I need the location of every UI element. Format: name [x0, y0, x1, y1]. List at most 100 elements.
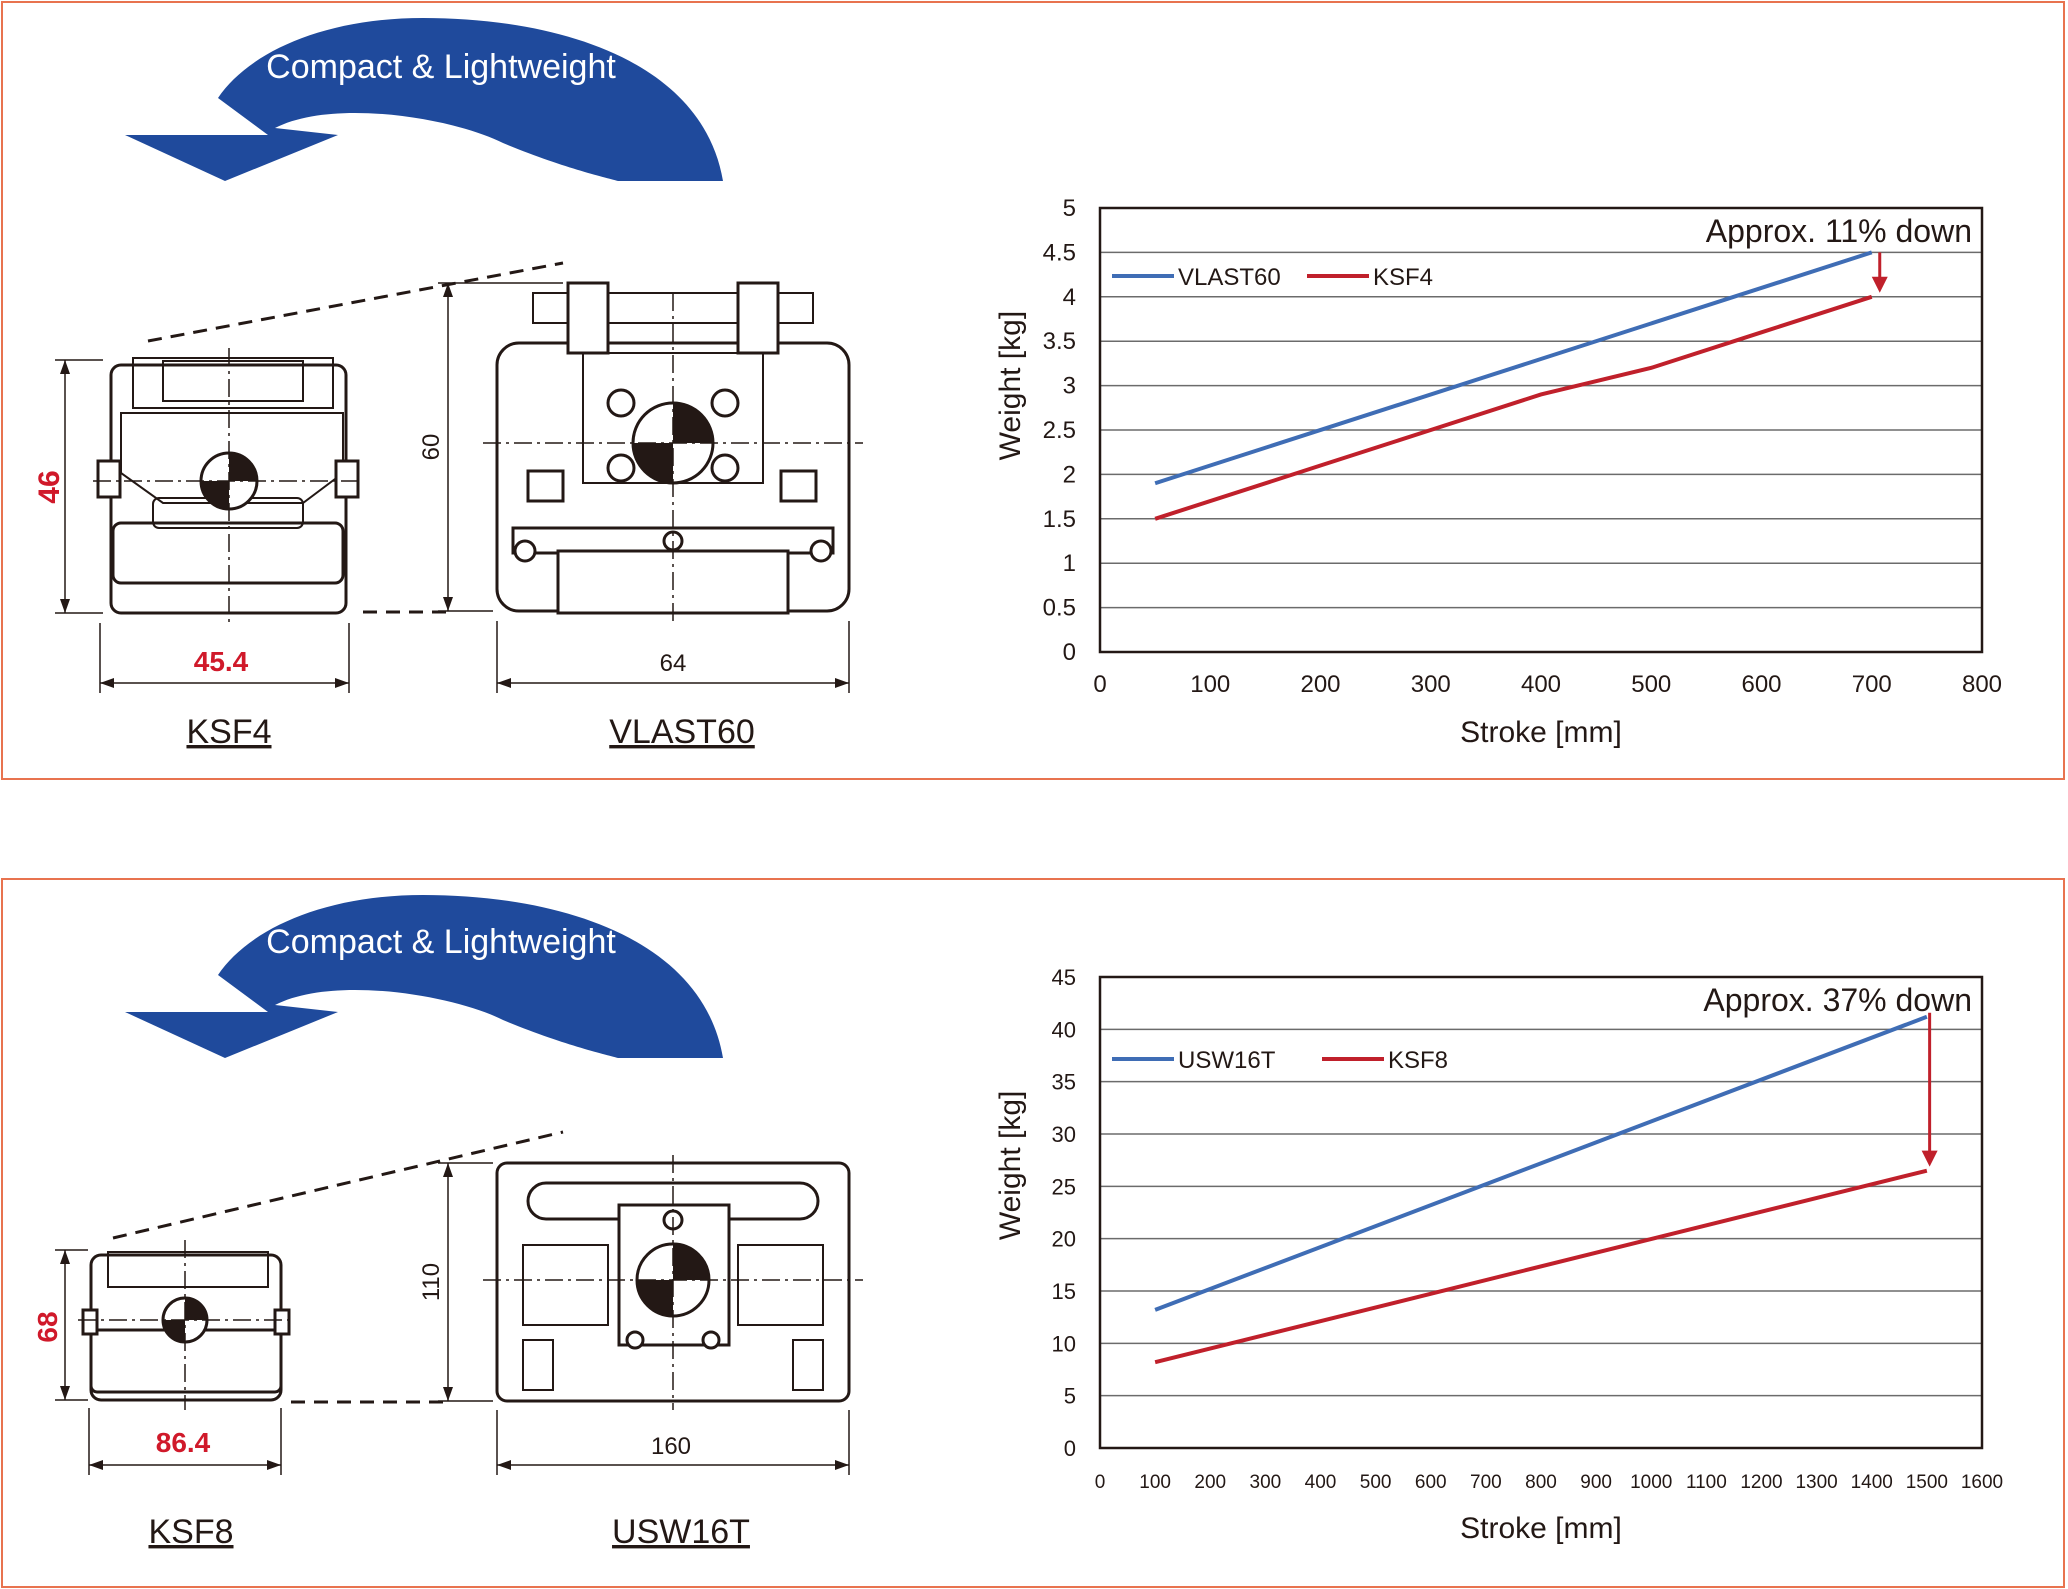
legend-entry: VLAST60	[1178, 264, 1281, 291]
ksf8-label: KSF8	[148, 1513, 233, 1551]
comparison-panel-ksf4-vlast60: Compact & Lightweight 46	[1, 1, 2065, 780]
usw16t-height-dimension: 110	[418, 1162, 493, 1402]
plot-frame	[1098, 206, 1984, 654]
weight-chart-bottom: 0 5 10 15 20 25 30 35 40 45 0 100 200 300 400 500 600 700…	[994, 965, 2003, 1545]
ksf4-drawing	[93, 348, 363, 623]
y-tick-label: 0	[1064, 1436, 1076, 1461]
x-tick-label: 600	[1415, 1472, 1447, 1493]
y-tick-label: 2.5	[1043, 417, 1076, 444]
x-tick-label: 700	[1852, 671, 1892, 698]
vlast60-width-dimension: 64	[496, 621, 850, 693]
vlast60-height-value: 60	[418, 434, 445, 461]
x-tick-label: 100	[1139, 1472, 1171, 1493]
compact-lightweight-arrow: Compact & Lightweight	[125, 895, 723, 1058]
y-tick-label: 4	[1063, 284, 1076, 311]
ksf8-height-dimension: 68	[32, 1249, 88, 1401]
x-tick-label: 300	[1411, 671, 1451, 698]
y-tick-label: 1	[1063, 550, 1076, 577]
x-tick-label: 1600	[1961, 1472, 2003, 1493]
x-tick-label: 100	[1190, 671, 1230, 698]
y-tick-label: 4.5	[1043, 239, 1076, 266]
panel-graphics: Compact & Lightweight 68	[32, 895, 2003, 1551]
ksf4-label: KSF4	[186, 713, 271, 751]
usw16t-drawing	[483, 1155, 863, 1410]
y-tick-label: 40	[1052, 1017, 1076, 1042]
x-axis-label: Stroke [mm]	[1460, 716, 1622, 749]
y-tick-label: 20	[1052, 1227, 1076, 1252]
series-line-usw16t	[1154, 1014, 1928, 1312]
usw16t-width-dimension: 160	[496, 1410, 850, 1475]
usw16t-height-value: 110	[418, 1263, 445, 1301]
ksf8-drawing	[78, 1240, 293, 1410]
y-tick-label: 2	[1063, 461, 1076, 488]
y-tick-label: 5	[1064, 1384, 1076, 1409]
x-tick-label: 0	[1095, 1472, 1106, 1493]
ksf8-width-dimension: 86.4	[88, 1408, 282, 1475]
series-line-vlast60	[1154, 250, 1873, 486]
arrow-shape	[125, 895, 723, 1058]
x-tick-label: 200	[1194, 1472, 1226, 1493]
x-tick-label: 700	[1470, 1472, 1502, 1493]
x-tick-label: 1000	[1630, 1472, 1672, 1493]
y-axis-label: Weight [kg]	[994, 1091, 1027, 1241]
x-tick-label: 1500	[1906, 1472, 1948, 1493]
ksf4-height-dimension: 46	[33, 359, 103, 614]
y-tick-label: 1.5	[1043, 506, 1076, 533]
ksf8-height-value: 68	[32, 1311, 63, 1342]
x-tick-label: 800	[1525, 1472, 1557, 1493]
vlast60-drawing	[483, 281, 863, 623]
x-axis-label: Stroke [mm]	[1460, 1512, 1622, 1545]
y-tick-label: 30	[1052, 1122, 1076, 1147]
usw16t-width-value: 160	[651, 1433, 691, 1460]
y-tick-label: 3.5	[1043, 328, 1076, 355]
weight-chart-top: 0 0.5 1 1.5 2 2.5 3 3.5 4 4.5 5 0 100 200 300 400 500 600…	[994, 195, 2002, 749]
ksf4-width-dimension: 45.4	[99, 623, 350, 693]
panel-graphics: Compact & Lightweight 46	[33, 18, 2002, 751]
y-axis-label: Weight [kg]	[994, 311, 1027, 461]
plot-frame	[1098, 975, 1984, 1450]
x-tick-label: 900	[1580, 1472, 1612, 1493]
arrow-text: Compact & Lightweight	[266, 48, 616, 86]
y-tick-label: 3	[1063, 373, 1076, 400]
y-tick-label: 35	[1052, 1070, 1076, 1095]
x-tick-label: 400	[1305, 1472, 1337, 1493]
compact-lightweight-arrow: Compact & Lightweight	[125, 18, 723, 181]
vlast60-width-value: 64	[660, 650, 687, 677]
vlast60-height-dimension: 60	[418, 282, 563, 612]
series-line-ksf4	[1154, 294, 1873, 521]
x-tick-label: 1200	[1740, 1472, 1782, 1493]
annotation-text: Approx. 11% down	[1706, 213, 1972, 249]
x-tick-label: 500	[1631, 671, 1671, 698]
perspective-line-top	[147, 261, 564, 343]
legend-entry: USW16T	[1178, 1047, 1276, 1074]
vlast60-label: VLAST60	[609, 713, 755, 751]
x-tick-label: 600	[1741, 671, 1781, 698]
comparison-panel-ksf8-usw16t: Compact & Lightweight 68	[1, 878, 2065, 1588]
y-tick-label: 25	[1052, 1174, 1076, 1199]
x-tick-label: 1400	[1851, 1472, 1893, 1493]
arrow-shape	[125, 18, 723, 181]
series-line-ksf8	[1154, 1168, 1928, 1365]
arrow-head	[125, 135, 338, 181]
x-tick-label: 1100	[1686, 1472, 1727, 1493]
x-tick-label: 800	[1962, 671, 2002, 698]
y-tick-label: 0.5	[1043, 595, 1076, 622]
usw16t-label: USW16T	[612, 1513, 750, 1551]
arrow-text: Compact & Lightweight	[266, 923, 616, 961]
annotation-text: Approx. 37% down	[1703, 982, 1972, 1018]
ksf4-width-value: 45.4	[194, 646, 249, 677]
annotation-arrowhead	[1871, 276, 1888, 293]
x-tick-label: 0	[1093, 671, 1106, 698]
ksf4-height-value: 46	[33, 470, 66, 503]
x-tick-label: 400	[1521, 671, 1561, 698]
x-tick-label: 500	[1360, 1472, 1392, 1493]
y-tick-label: 0	[1063, 639, 1076, 666]
y-tick-label: 45	[1052, 965, 1076, 990]
perspective-line-top	[112, 1130, 564, 1240]
y-tick-label: 10	[1052, 1331, 1076, 1356]
legend-entry: KSF4	[1373, 264, 1433, 291]
annotation-arrowhead	[1921, 1150, 1938, 1167]
y-tick-label: 5	[1063, 195, 1076, 222]
x-tick-label: 1300	[1795, 1472, 1837, 1493]
arrow-head	[125, 1012, 338, 1058]
